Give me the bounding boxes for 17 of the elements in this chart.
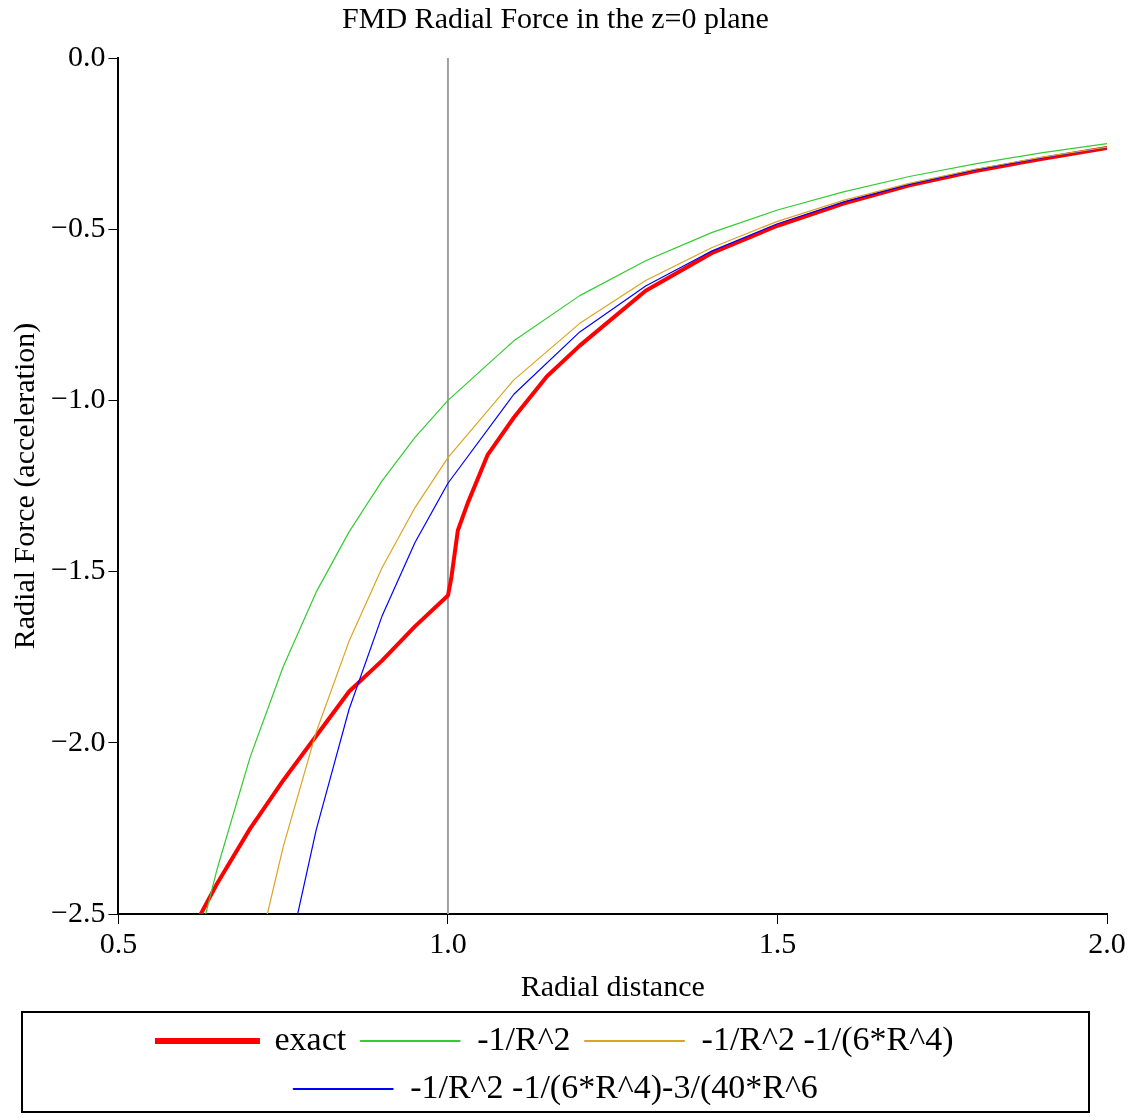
legend-label: -1/R^2 -1/(6*R^4) <box>701 1019 954 1058</box>
x-tick-label: 1.0 <box>429 925 467 959</box>
x-tick-label: 2.0 <box>1088 925 1126 959</box>
y-tick-label: −2.5 <box>51 894 106 928</box>
y-tick-label: 0.0 <box>67 38 106 72</box>
x-axis-title: Radial distance <box>520 968 705 1002</box>
y-tick-label: −2.0 <box>51 723 106 757</box>
legend-label: exact <box>274 1019 347 1057</box>
x-tick-label: 0.5 <box>99 925 138 959</box>
legend-label: -1/R^2 -1/(6*R^4)-3/(40*R^6 <box>410 1067 818 1106</box>
x-tick-label: 1.5 <box>758 925 797 959</box>
y-tick-label: −0.5 <box>51 210 106 244</box>
legend-label: -1/R^2 <box>477 1019 571 1057</box>
chart-title: FMD Radial Force in the z=0 plane <box>342 0 769 34</box>
y-tick-label: −1.5 <box>51 552 106 586</box>
y-axis-title: Radial Force (acceleration) <box>6 322 41 650</box>
y-tick-label: −1.0 <box>51 381 106 415</box>
